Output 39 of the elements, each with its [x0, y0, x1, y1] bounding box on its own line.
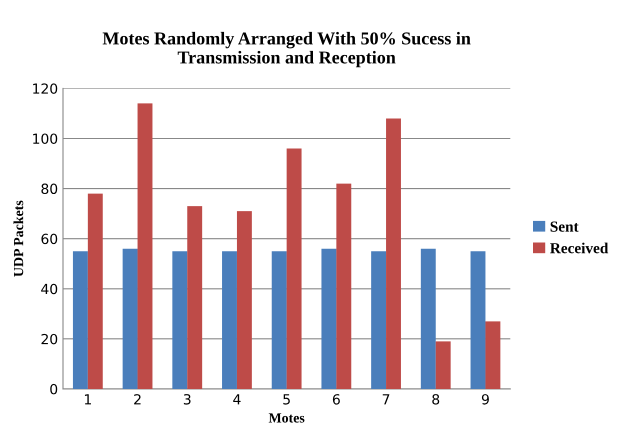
bar — [371, 251, 386, 389]
bar — [386, 118, 401, 389]
bar — [138, 103, 152, 389]
y-tick-label: 60 — [41, 234, 58, 244]
bar — [88, 194, 103, 389]
bar — [272, 251, 287, 389]
bar — [172, 251, 188, 389]
x-tick-label: 7 — [382, 394, 390, 404]
y-tick-label: 120 — [33, 83, 58, 94]
bar — [321, 248, 336, 389]
bar — [485, 321, 500, 389]
bar — [436, 341, 451, 389]
y-tick-label: 40 — [41, 284, 58, 294]
bar — [236, 211, 252, 389]
legend-label: Received — [550, 242, 608, 254]
bar — [72, 251, 88, 389]
x-tick-label: 9 — [482, 394, 489, 405]
bar — [122, 248, 138, 389]
y-tick-label: 80 — [41, 184, 58, 194]
y-tick-label: 100 — [33, 133, 58, 144]
x-tick-label: 8 — [432, 394, 440, 405]
x-tick-label: 1 — [84, 394, 91, 404]
legend-label: Sent — [550, 221, 579, 232]
x-tick-label: 3 — [184, 394, 191, 405]
bar — [470, 251, 486, 389]
x-tick-label: 4 — [233, 394, 241, 404]
y-tick-label: 0 — [50, 384, 58, 394]
bar — [336, 184, 352, 389]
y-tick-label: 20 — [41, 334, 58, 344]
x-axis-title: Motes — [268, 413, 304, 423]
bar — [420, 248, 436, 389]
x-tick-label: 6 — [332, 394, 340, 405]
x-tick-label: 5 — [283, 394, 290, 405]
bar — [187, 206, 202, 389]
y-axis-title: UDP Packets — [13, 200, 24, 277]
chart-title: Motes Randomly Arranged With 50% Sucess in Transmission and Reception — [102, 32, 471, 68]
bar — [222, 251, 237, 389]
bar — [286, 148, 302, 389]
x-tick-label: 2 — [134, 394, 141, 404]
